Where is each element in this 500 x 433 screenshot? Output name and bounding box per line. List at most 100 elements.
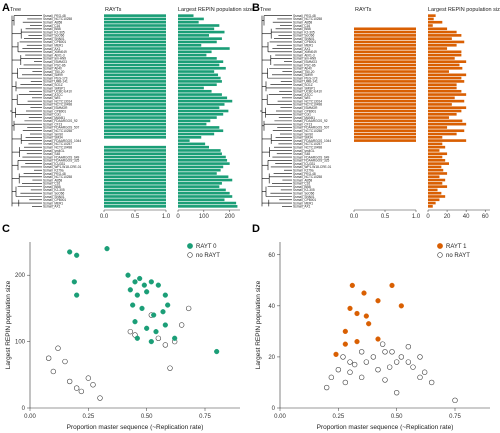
legend-label: RAYT 1 <box>446 244 467 250</box>
bar <box>428 191 442 195</box>
tree-tip-label: Ssmall_NCTC13014 <box>293 99 322 103</box>
x-tick-label: 0.00 <box>274 414 286 420</box>
scatter-point <box>185 305 192 312</box>
bar <box>354 30 416 34</box>
tree-tip-label: Ssmall_Ab40 <box>293 67 312 71</box>
bar <box>104 60 166 63</box>
column-title: Tree <box>10 7 21 13</box>
scatter-point <box>137 275 143 282</box>
tree-tip-label: Ssmall_K279a <box>293 168 314 172</box>
tree-tip-label: Ssmall_BBB <box>293 27 311 31</box>
tree-tip-label: Ssmall_SO1Z <box>43 83 63 87</box>
tree-tip-label: Ssmall_SNN01 <box>293 37 315 41</box>
bar <box>354 63 416 67</box>
bar <box>354 34 416 37</box>
bar <box>354 73 416 77</box>
bar <box>354 109 416 113</box>
tree-tip-label: Ssmall_T50-20 <box>293 70 315 74</box>
bar <box>104 93 166 96</box>
scatter-point <box>398 303 404 309</box>
scatter-point <box>90 382 96 388</box>
legend-marker <box>437 243 443 249</box>
tree-tip-label: Ssmall_ICU331 <box>293 162 315 166</box>
tree-tip-label: Ssmall_K2-305 <box>43 188 65 192</box>
legend-label: RAYT 0 <box>196 244 217 250</box>
bar <box>178 53 207 57</box>
tree-tip-label: Ssmall_SmS0 <box>293 132 313 136</box>
scatter-point <box>73 385 80 391</box>
scatter-point <box>375 336 381 342</box>
bar <box>428 168 444 172</box>
scatter-point <box>342 328 348 334</box>
bar <box>178 47 230 50</box>
scatter-point <box>328 374 335 381</box>
bar <box>428 139 467 142</box>
tree-tip-label: Ssmall_CF13 <box>293 122 312 126</box>
y-tick-label: 20 <box>268 355 275 361</box>
tree-tip-label: Ssmall_SoO66 <box>43 192 64 196</box>
tree-tip-label: Ssmall_K2-305 <box>293 30 315 34</box>
y-tick-label: 0 <box>22 406 26 412</box>
tree-tip-label: Ssmall_PEG-48 <box>43 14 66 18</box>
tree-tip-label: Ssmall_Col1 <box>43 113 61 117</box>
bar <box>104 96 166 100</box>
bar <box>428 205 433 208</box>
scatter-point <box>45 355 52 361</box>
bar <box>428 14 436 17</box>
tree-tip-label: Ssmall_SM99 <box>293 73 313 77</box>
y-tick-label: 200 <box>15 273 26 279</box>
bar <box>178 24 220 27</box>
tree-tip-label: Ssmall_UMB-141 <box>293 80 318 84</box>
bar <box>428 89 462 93</box>
scatter-point <box>148 279 154 285</box>
bar <box>354 89 416 93</box>
tree-tip-label: Ssmall_SoO66 <box>293 34 314 38</box>
bar <box>428 96 455 100</box>
bar <box>104 191 166 195</box>
x-tick-label: 0 <box>176 214 180 220</box>
scatter-point <box>358 349 365 355</box>
x-tick-label: 1.0 <box>412 214 421 220</box>
scatter-point <box>162 342 169 348</box>
bar <box>104 17 166 21</box>
tree-tip-label: Ssmall_WP1-W18-CRE-01 <box>293 165 331 169</box>
scatter-point <box>375 298 381 304</box>
bar <box>178 116 217 119</box>
bar <box>178 152 222 156</box>
scatter-point <box>134 335 140 341</box>
x-tick-label: 60 <box>482 214 489 220</box>
bar <box>104 30 166 34</box>
tree-tip-label: Ssmall_AX1 <box>43 205 61 209</box>
tree-tip-label: Ssmall_AB58 <box>43 178 62 182</box>
tree-tip-label: Ssmall_SmS0 <box>43 132 63 136</box>
tree-tip-label: Ssmall_ISMMO3 <box>43 60 67 64</box>
bar <box>178 37 222 40</box>
tree-tip-label: Ssmall_MAN51 <box>293 116 315 120</box>
tree-tip-label: Ssmall_C16 <box>43 182 60 186</box>
bar <box>104 188 166 192</box>
bar <box>178 57 217 60</box>
bar <box>354 37 416 40</box>
bar <box>104 182 166 185</box>
bar <box>354 86 416 90</box>
scatter-point <box>139 305 145 312</box>
x-tick-label: 40 <box>463 214 470 220</box>
tree-tip-label: Ssmall_CPB001 <box>293 198 316 202</box>
x-tick-label: 0.75 <box>199 414 211 420</box>
bar <box>104 14 166 17</box>
bar <box>354 70 416 73</box>
scatter-point <box>85 375 92 381</box>
tree-tip-label: Ssmall_CPB901 <box>43 109 66 113</box>
bar <box>104 57 166 60</box>
x-tick-label: 0.50 <box>141 414 153 420</box>
bar <box>104 37 166 40</box>
tree-tip-label: Ssmall_K279a <box>43 168 64 172</box>
bar <box>104 103 166 106</box>
tree-tip-label: Ssmall_ATCC <box>293 93 313 97</box>
scatter-point <box>162 292 168 298</box>
scatter-point <box>153 329 159 335</box>
bar <box>178 106 220 110</box>
bar <box>104 152 166 156</box>
x-tick-label: 100 <box>199 214 210 220</box>
tree-tip-label: Ssmall_MAN51 <box>43 116 65 120</box>
